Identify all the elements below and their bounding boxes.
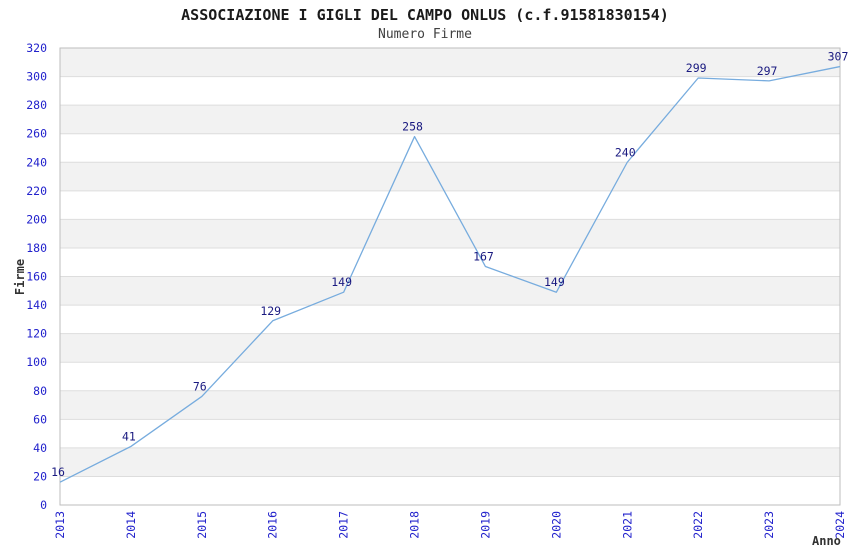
y-tick-label: 100 [26, 355, 47, 369]
data-point-label: 307 [828, 50, 849, 64]
data-point-label: 167 [473, 250, 494, 264]
x-tick-label: 2013 [53, 511, 67, 539]
data-point-label: 149 [331, 275, 352, 289]
plot-border [59, 47, 841, 506]
background-band [60, 333, 840, 363]
y-axis-label: Firme [13, 258, 27, 296]
data-series-line [59, 65, 841, 483]
y-tick-label: 240 [26, 155, 47, 169]
x-tick-label: 2018 [408, 511, 422, 539]
background-band [60, 48, 840, 77]
y-tick-label: 140 [26, 298, 47, 312]
x-tick-label: 2017 [337, 511, 351, 539]
x-tick-label: 2015 [195, 511, 209, 539]
x-axis-label: Anno [812, 534, 841, 548]
background-band [60, 447, 840, 477]
chart-title: ASSOCIAZIONE I GIGLI DEL CAMPO ONLUS (c.… [181, 6, 669, 24]
chart-subtitle: Numero Firme [378, 27, 472, 42]
x-tick-label: 2020 [549, 511, 563, 539]
data-point-label: 41 [122, 429, 136, 443]
data-point-label: 76 [193, 379, 207, 393]
y-tick-label: 80 [33, 384, 47, 398]
x-tick-label: 2024 [833, 511, 847, 539]
data-point-label: 240 [615, 145, 636, 159]
x-tick-label: 2021 [620, 511, 634, 539]
background-band [60, 276, 840, 306]
y-tick-label: 20 [33, 469, 47, 483]
background-band [60, 105, 840, 134]
data-point-label: 258 [402, 120, 423, 134]
y-tick-label: 120 [26, 327, 47, 341]
y-tick-label: 0 [40, 498, 47, 512]
y-tick-label: 180 [26, 241, 47, 255]
y-tick-label: 300 [26, 70, 47, 84]
x-tick-label: 2022 [691, 511, 705, 539]
background-band [60, 219, 840, 248]
data-point-label: 299 [686, 61, 707, 75]
y-tick-label: 260 [26, 127, 47, 141]
x-tick-label: 2016 [266, 511, 280, 539]
x-tick-label: 2014 [124, 511, 138, 539]
y-tick-label: 320 [26, 41, 47, 55]
y-tick-label: 160 [26, 270, 47, 284]
data-point-label: 297 [757, 64, 778, 78]
x-tick-label: 2019 [478, 511, 492, 539]
y-tick-label: 200 [26, 212, 47, 226]
data-point-label: 16 [51, 465, 65, 479]
background-band [60, 390, 840, 420]
y-tick-label: 280 [26, 98, 47, 112]
background-band [60, 162, 840, 191]
x-tick-label: 2023 [762, 511, 776, 539]
y-tick-label: 220 [26, 184, 47, 198]
data-point-label: 149 [544, 275, 565, 289]
y-tick-label: 40 [33, 441, 47, 455]
y-tick-label: 60 [33, 412, 47, 426]
data-point-label: 129 [260, 304, 281, 318]
